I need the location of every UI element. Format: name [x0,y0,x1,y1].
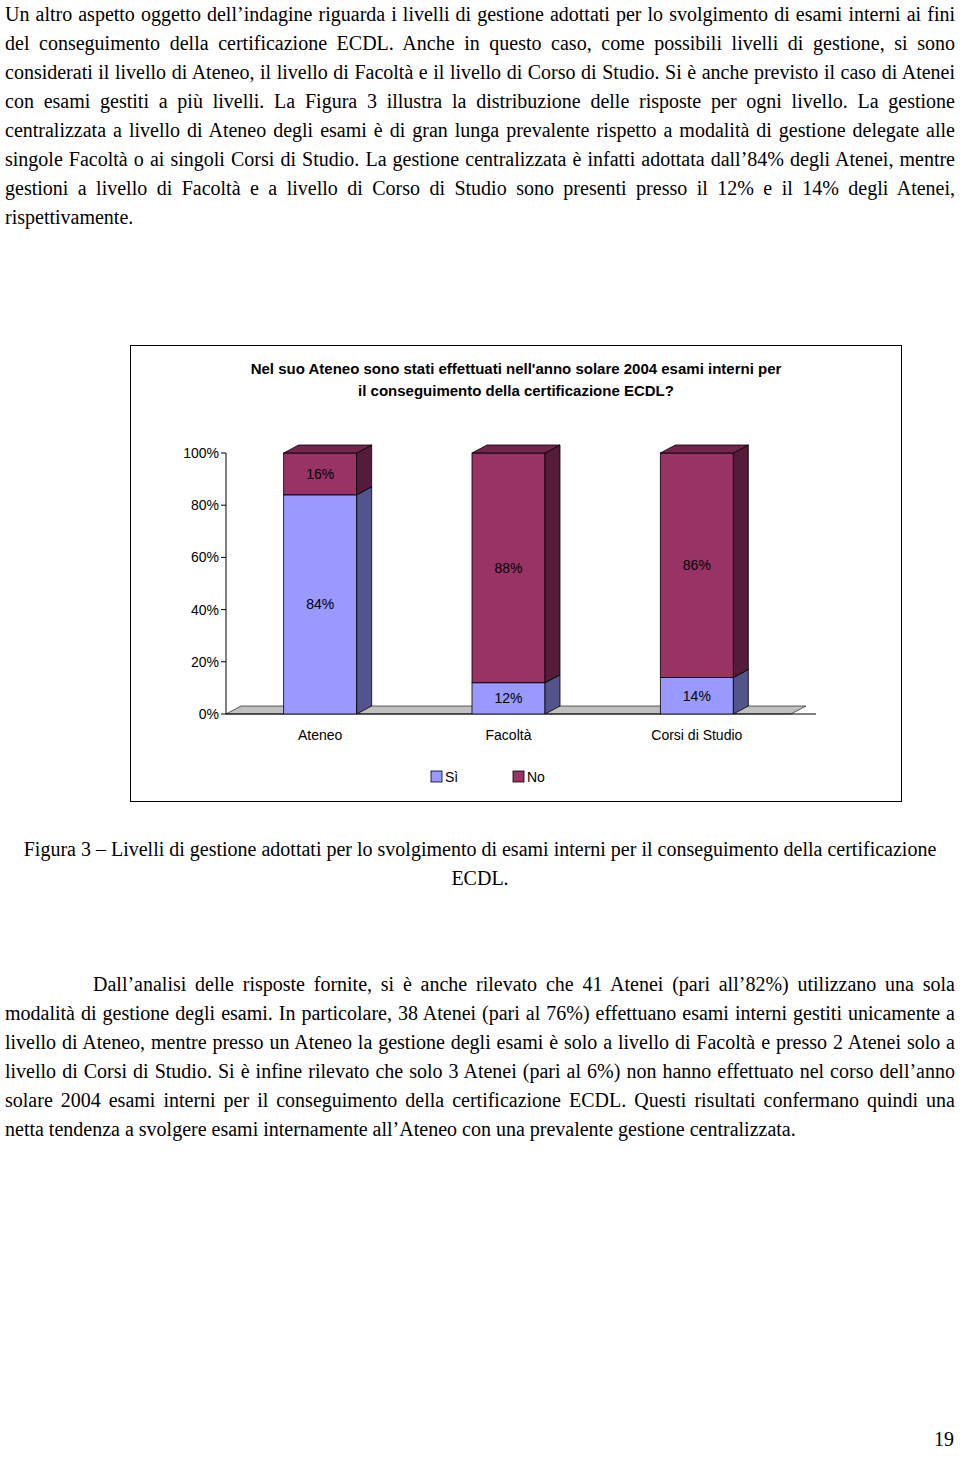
bar-top [660,445,748,453]
paragraph: Dall’analisi delle risposte fornite, si … [5,970,955,1144]
data-label: 16% [306,466,334,482]
legend-swatch [431,771,442,782]
bar [472,453,545,683]
chart: 0% 20% 40% 60% 80% 100% 84% 16% 12% 88% 14% 86% Aten… [131,346,901,801]
y-tick-label: 80% [191,497,219,513]
bar-top [472,445,560,453]
bar-side [545,445,560,683]
y-tick [221,557,226,558]
page-number: 19 [934,1428,954,1451]
y-tick [221,661,226,662]
bar [660,453,733,677]
y-tick-label: 40% [191,602,219,618]
bar [284,495,357,714]
data-label: 84% [306,596,334,612]
data-label: 88% [494,560,522,576]
y-axis [226,453,227,714]
x-tick-label: Ateneo [298,727,343,743]
bar-side [733,445,748,677]
y-tick [221,714,226,715]
chart-title: Nel suo Ateneo sono stati effettuati nel… [246,358,786,402]
bar-side [357,445,372,495]
x-tick-label: Corsi di Studio [651,727,742,743]
y-tick-label: 60% [191,549,219,565]
bar [284,453,357,495]
page: {"text_before": "Un altro aspetto oggett… [0,0,960,1460]
y-tick-label: 0% [199,706,219,722]
legend-label: No [527,769,545,785]
legend-swatch [513,771,524,782]
bars [284,445,749,714]
caption: Figura 3 – Livelli di gestione adottati … [5,835,955,893]
data-labels: 84% 16% 12% 88% 14% 86% [306,466,711,706]
data-label: 86% [683,557,711,573]
legend-label: Sì [445,769,458,785]
paragraph: Un altro aspetto oggetto dell’indagine r… [5,0,955,232]
data-label: 12% [494,690,522,706]
data-label: 14% [683,688,711,704]
bar [472,683,545,714]
y-tick-label: 100% [183,445,219,461]
chart-frame: 0% 20% 40% 60% 80% 100% 84% 16% 12% 88% 14% 86% Aten… [130,345,902,802]
y-tick-label: 20% [191,654,219,670]
bar-side [357,487,372,714]
y-tick [221,609,226,610]
bar [660,677,733,714]
y-tick [221,505,226,506]
y-tick [221,453,226,454]
x-tick-label: Facoltà [486,727,532,743]
bar-top [284,445,372,453]
